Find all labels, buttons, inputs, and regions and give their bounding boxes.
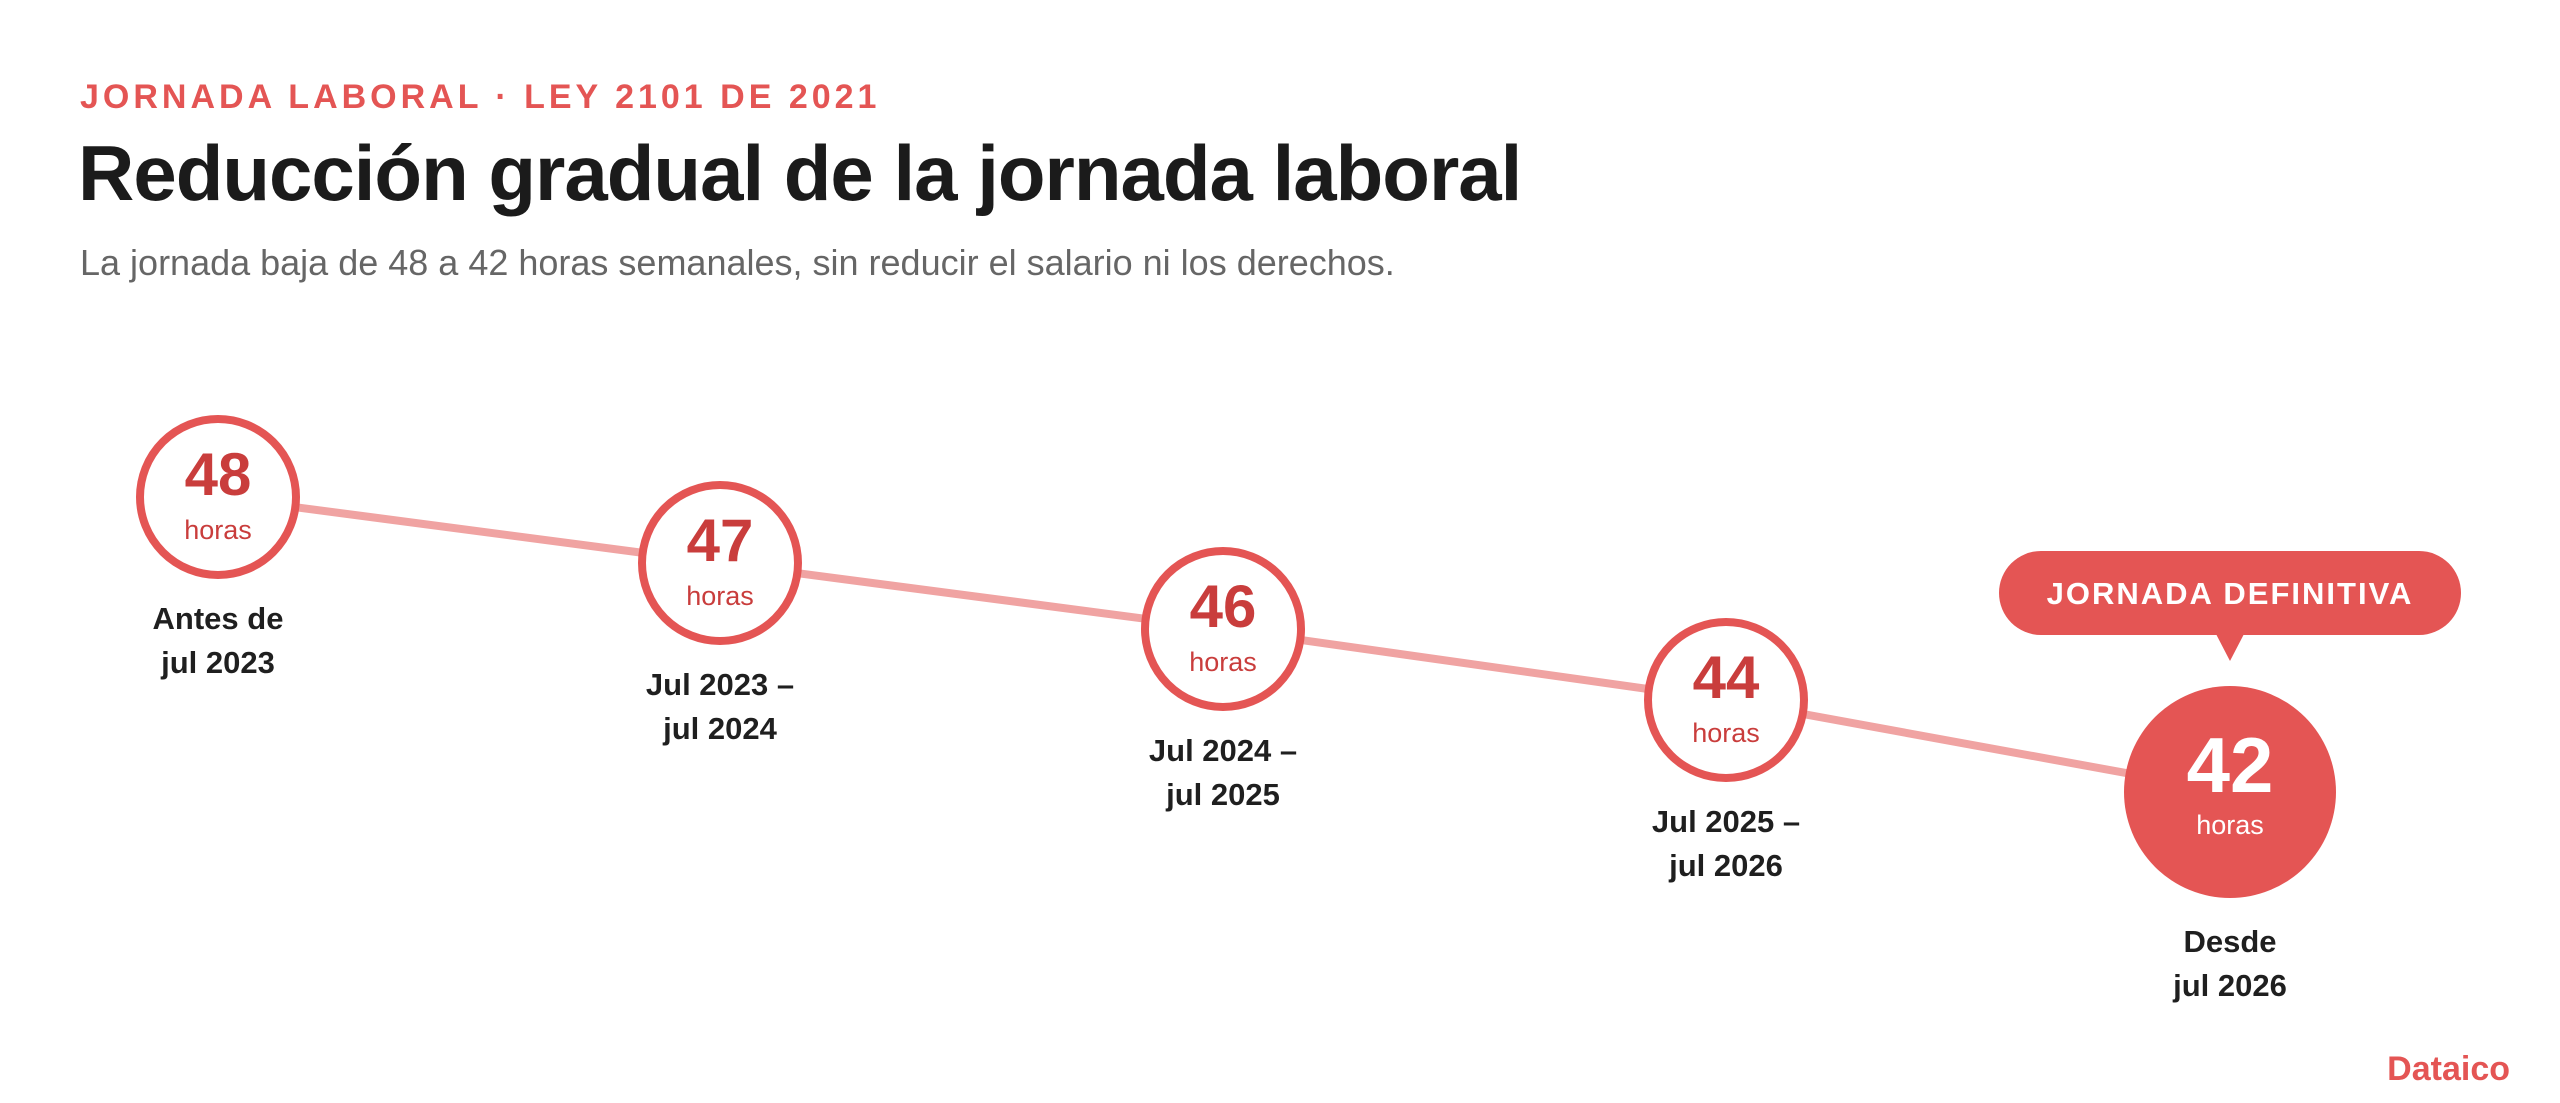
step-hours-unit: horas [686,581,754,611]
page-subtitle: La jornada baja de 48 a 42 horas semanal… [80,242,1395,283]
step-period-label: jul 2025 [1165,777,1280,812]
timeline-connector [1219,625,1730,704]
step-period-label: jul 2023 [160,645,275,680]
step-period-label: jul 2026 [1668,848,1783,883]
brand-logo: Dataico [2387,1050,2510,1088]
timeline-nodes: 48 horas Antes de jul 2023 47 horas Jul 2023 –… [136,415,2336,1003]
step-period-label: Jul 2024 – [1149,733,1297,768]
step-hours-unit: horas [184,515,252,545]
step-circle [638,481,802,645]
step-hours-value: 46 [1190,573,1257,640]
step-period-label: Desde [2183,924,2276,959]
timeline-connector [716,559,1227,633]
step-period-label: jul 2026 [2172,968,2287,1003]
callout-pointer [2216,634,2244,661]
callout-label: JORNADA DEFINITIVA [2047,576,2414,611]
kicker: JORNADA LABORAL · LEY 2101 DE 2021 [80,78,881,116]
step-circle [1141,547,1305,711]
step-period-label: jul 2024 [662,711,777,746]
step-hours-unit: horas [1692,718,1760,748]
timeline-step: 48 horas Antes de jul 2023 [136,415,300,680]
timeline-step: 46 horas Jul 2024 – jul 2025 [1141,547,1305,812]
step-period-label: Antes de [153,601,284,636]
step-hours-value: 42 [2187,721,2274,809]
step-hours-unit: horas [2196,810,2264,840]
step-hours-value: 47 [687,507,754,574]
callout-badge [1999,551,2461,635]
timeline-step: 44 horas Jul 2025 – jul 2026 [1644,618,1808,883]
step-period-label: Jul 2025 – [1652,804,1800,839]
step-hours-unit: horas [1189,647,1257,677]
step-circle [1644,618,1808,782]
timeline-connector [214,493,724,567]
step-circle [136,415,300,579]
step-hours-value: 48 [185,441,252,508]
step-hours-value: 44 [1693,644,1760,711]
step-circle-final [2124,686,2336,898]
step-period-label: Jul 2023 – [646,667,794,702]
final-callout: JORNADA DEFINITIVA [1999,551,2461,661]
page-title: Reducción gradual de la jornada laboral [78,129,1522,217]
timeline-step: 47 horas Jul 2023 – jul 2024 [638,481,802,746]
